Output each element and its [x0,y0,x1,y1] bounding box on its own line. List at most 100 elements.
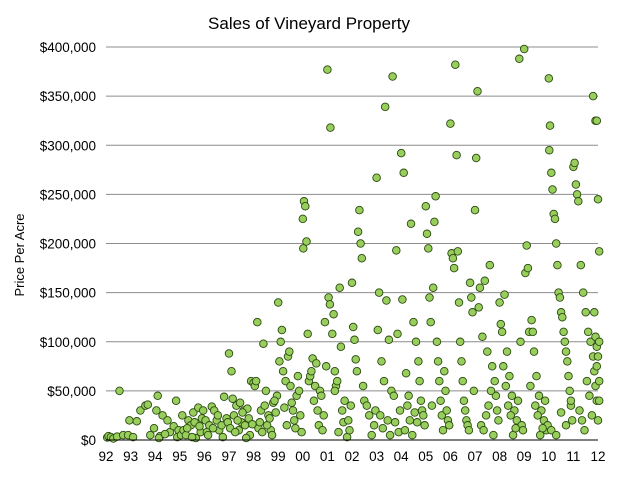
data-point [585,391,594,401]
data-point [399,168,408,178]
data-point [574,197,583,206]
data-point [376,411,385,420]
y-tick-label: $200,000 [40,237,96,252]
data-point [474,303,483,312]
data-point [594,247,604,256]
data-point [532,371,541,381]
data-point [291,423,300,433]
data-point [401,368,411,378]
data-point [473,86,482,96]
data-point [458,376,467,386]
data-point [288,406,298,415]
data-point [285,347,294,356]
x-axis-ticks: 92 93 94 95 96 97 98 99 00 01 02 03 04 05 06 07 08 09 10 11… [98,449,605,464]
data-point [563,357,572,366]
x-tick-label: 06 [443,449,458,464]
data-point [575,406,584,415]
data-point [325,300,335,309]
data-point [500,290,509,299]
x-tick-label: 03 [369,449,384,464]
data-point [171,396,181,405]
data-point [393,329,402,339]
data-point [428,283,438,292]
data-point [328,329,337,339]
data-point [230,427,240,437]
data-point [406,219,416,229]
data-point [253,317,262,327]
y-axis-ticks: $0 $50,000 $100,000 $150,000 $200,000 $250,00… [40,40,96,448]
data-point [260,401,269,410]
data-point [559,327,568,337]
data-point [369,421,379,430]
data-point [357,253,367,263]
data-point [219,392,229,402]
data-point [337,406,347,415]
data-point [438,425,448,435]
data-point [340,396,349,405]
data-point [330,366,340,376]
data-point [507,391,517,401]
data-point [572,190,582,199]
data-point [390,418,400,427]
data-point [384,335,394,345]
data-point [483,347,492,356]
data-point [380,102,390,112]
data-point [332,376,342,386]
data-point [489,430,498,440]
data-point [293,371,303,381]
data-point [465,278,475,288]
data-point [566,396,576,405]
data-point [526,381,535,391]
y-tick-label: $300,000 [40,138,96,153]
data-point [233,416,242,425]
data-points [102,44,604,443]
data-point [506,411,515,420]
data-point [213,411,223,420]
data-point [351,355,360,364]
y-tick-label: $400,000 [40,40,96,55]
data-point [392,246,401,255]
data-point [273,298,283,307]
data-point [497,327,507,337]
data-point [301,201,310,211]
data-point [594,337,604,347]
data-point [187,432,197,442]
data-point [433,357,443,366]
x-tick-label: 00 [295,449,310,464]
data-point [319,411,328,420]
data-point [578,288,588,297]
x-tick-label: 12 [590,449,605,464]
data-point [551,430,561,440]
data-point [558,312,567,322]
data-point [312,359,321,368]
data-point [556,408,566,417]
data-point [460,406,470,415]
data-point [425,293,434,302]
data-point [382,296,391,305]
data-point [403,401,412,410]
data-point [545,145,554,155]
data-point [398,295,407,304]
data-point [480,276,490,286]
data-point [544,74,554,83]
data-point [336,342,346,351]
data-point [452,150,461,160]
data-point [453,247,463,256]
data-point [372,173,381,182]
x-tick-label: 10 [541,449,556,464]
x-tick-label: 95 [172,449,187,464]
data-point [411,337,421,347]
data-point [235,398,245,407]
data-point [296,411,305,420]
data-point [416,396,426,405]
data-point [353,227,363,236]
data-point [303,329,312,339]
data-point [481,411,491,420]
data-point [136,406,145,415]
data-point [588,91,598,101]
data-point [592,362,602,371]
data-point [324,293,333,302]
data-point [321,362,331,371]
data-point [444,421,454,430]
data-point [440,366,449,376]
